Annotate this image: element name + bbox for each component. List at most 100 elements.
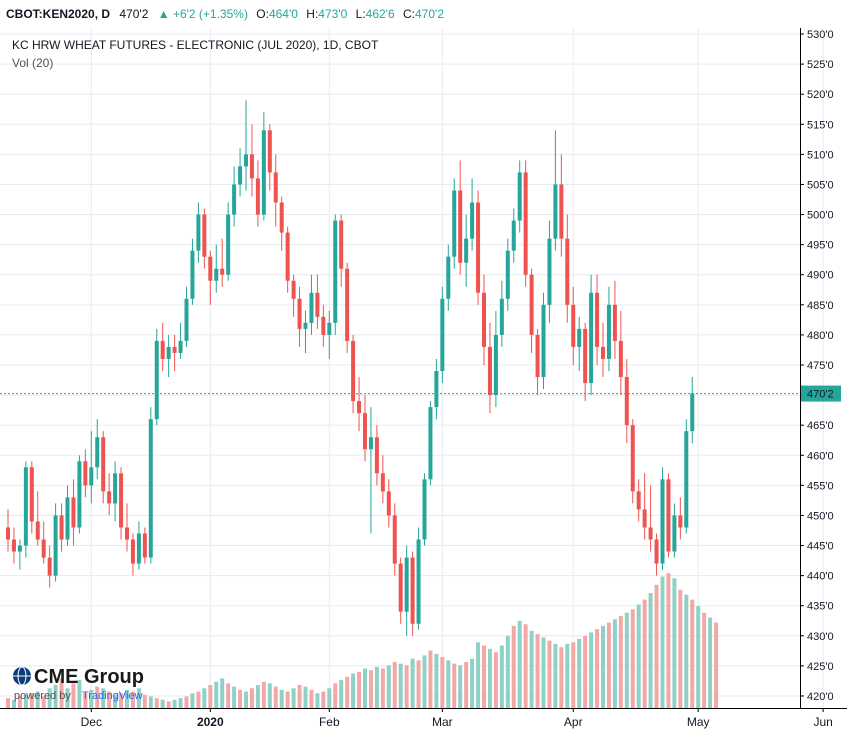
volume-bar: [196, 691, 201, 708]
volume-bar: [95, 686, 100, 708]
volume-bars: [6, 573, 719, 708]
volume-bar: [601, 625, 605, 708]
volume-bar: [297, 685, 302, 708]
candle-body: [523, 172, 528, 275]
candle-body: [434, 371, 439, 408]
volume-bar: [357, 671, 362, 708]
candlestick-chart[interactable]: 420'0 425'0 430'0 435'0 440'0 445'0 450'0 455'0…: [0, 28, 847, 743]
candle-body: [446, 256, 451, 299]
y-tick-label: 450'0: [807, 510, 834, 522]
last-price: 470'2: [119, 7, 149, 21]
candle-body: [428, 407, 433, 480]
volume-bar: [166, 701, 171, 708]
candle-body: [684, 431, 689, 528]
symbol-label[interactable]: CBOT:KEN2020, D: [6, 7, 111, 21]
volume-bar: [404, 665, 409, 708]
tradingview-text[interactable]: TradingView: [82, 690, 143, 702]
volume-bar: [565, 643, 570, 708]
candle-body: [303, 322, 308, 329]
candle-body: [41, 539, 46, 558]
candle-body: [47, 557, 52, 576]
volume-bar: [458, 665, 463, 708]
candle-body: [130, 539, 135, 564]
volume-bar: [696, 606, 701, 708]
volume-bar: [499, 645, 504, 708]
x-tick-label: Apr: [564, 715, 583, 729]
time-axis[interactable]: Dec 2020 Feb Mar Apr May Jun: [81, 708, 833, 729]
last-price-badge-bg: [801, 385, 841, 402]
candle-body: [404, 557, 409, 612]
candle-body: [148, 419, 153, 558]
powered-by-text: powered by: [14, 690, 71, 702]
volume-bar: [160, 699, 165, 708]
volume-bar: [35, 691, 40, 708]
candle-body: [339, 220, 344, 269]
y-tick-label: 425'0: [807, 661, 834, 673]
volume-bar: [606, 622, 611, 708]
candle-body: [678, 515, 683, 528]
candle-body: [511, 220, 516, 251]
volume-bar: [339, 680, 344, 708]
candle-body: [612, 304, 617, 341]
volume-bar: [321, 691, 326, 708]
close-label: C:: [403, 7, 415, 21]
candle-body: [35, 521, 40, 540]
candle-body: [6, 527, 10, 540]
last-price-badge: 470'2: [801, 385, 841, 402]
candle-body: [654, 539, 659, 564]
y-tick-label: 500'0: [807, 210, 834, 222]
volume-bar: [232, 686, 237, 708]
price-candles[interactable]: [6, 100, 695, 636]
volume-bar: [380, 668, 385, 708]
chart-title: KC HRW WHEAT FUTURES - ELECTRONIC (JUL 2…: [12, 38, 379, 52]
x-tick-label: 2020: [197, 715, 224, 729]
candle-body: [142, 533, 147, 558]
symbol-header: CBOT:KEN2020, D 470'2 ▲ +6'2 (+1.35%) O:…: [0, 0, 847, 28]
candle-body: [565, 238, 570, 305]
volume-bar: [410, 658, 415, 708]
candle-body: [487, 346, 492, 396]
candle-body: [190, 250, 195, 299]
volume-bar: [148, 696, 153, 708]
candle-body: [386, 491, 391, 516]
volume-bar: [708, 617, 713, 708]
y-tick-label: 430'0: [807, 631, 834, 643]
volume-bar: [113, 694, 118, 708]
candle-body: [535, 334, 540, 378]
candle-body: [71, 497, 76, 528]
candle-body: [273, 172, 278, 203]
candle-body: [244, 154, 248, 167]
candle-body: [333, 220, 338, 323]
volume-bar: [125, 689, 129, 708]
candle-body: [666, 479, 671, 552]
y-tick-label: 530'0: [807, 29, 834, 41]
price-change: ▲ +6'2 (+1.35%): [157, 7, 248, 21]
price-axis[interactable]: 420'0 425'0 430'0 435'0 440'0 445'0 450'0 455'0…: [800, 29, 834, 703]
volume-bar: [29, 693, 34, 708]
volume-bar: [583, 635, 588, 708]
volume-bar: [678, 589, 683, 708]
candle-body: [547, 238, 552, 305]
candle-body: [690, 393, 695, 432]
volume-bar: [65, 688, 70, 708]
volume-bar: [351, 673, 356, 708]
volume-bar: [285, 691, 290, 708]
volume-bar: [214, 681, 219, 708]
candle-body: [368, 437, 373, 450]
candle-body: [249, 154, 254, 179]
candle-body: [374, 437, 379, 474]
volume-bar: [327, 688, 332, 708]
candle-body: [65, 497, 70, 540]
candle-body: [642, 509, 647, 528]
candle-body: [529, 274, 534, 335]
volume-bar: [130, 691, 135, 708]
candle-body: [672, 515, 677, 552]
candle-body: [464, 238, 469, 263]
volume-bar: [333, 683, 338, 708]
volume-bar: [476, 642, 481, 708]
volume-bar: [83, 693, 88, 708]
volume-bar: [589, 632, 594, 708]
y-tick-label: 490'0: [807, 270, 834, 282]
candle-body: [482, 292, 486, 347]
candle-body: [618, 340, 623, 378]
